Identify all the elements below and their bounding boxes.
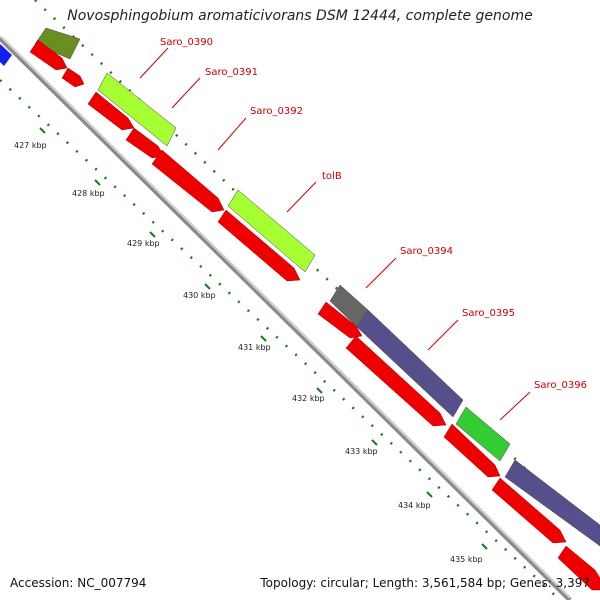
outer-features (34, 27, 600, 547)
kbp-label-435: 435 kbp (450, 555, 483, 564)
genome-backbone-highlight (0, 35, 571, 599)
gene-label-leaders (139, 47, 531, 421)
gene-feature-blue (0, 44, 12, 66)
kbp-labels: 427 kbp 428 kbp 429 kbp 430 kbp 431 kbp … (14, 141, 483, 564)
genome-backbone (0, 36, 572, 600)
gene-feature-purple-right (504, 459, 600, 547)
kbp-label-434: 434 kbp (398, 501, 431, 510)
gene-feature-green (455, 406, 511, 462)
gene-labels: Saro_0390 Saro_0391 Saro_0392 tolB Saro_… (160, 37, 587, 391)
gene-feature-olive (34, 27, 81, 60)
kbp-label-428: 428 kbp (72, 189, 105, 198)
cds-arrow (443, 423, 501, 478)
cds-arrow (217, 209, 301, 282)
cds-arrow (29, 39, 68, 71)
kbp-label-429: 429 kbp (127, 239, 160, 248)
gene-label-saro0396: Saro_0396 (534, 380, 587, 391)
tick-dots-inner (0, 79, 561, 600)
gene-label-saro0392: Saro_0392 (250, 106, 303, 117)
cds-arrows (29, 39, 600, 591)
kbp-label-427: 427 kbp (14, 141, 47, 150)
cds-arrow (557, 545, 600, 591)
kbp-ticks (39, 127, 488, 550)
kbp-label-433: 433 kbp (345, 447, 378, 456)
gene-label-saro0390: Saro_0390 (160, 37, 213, 48)
gene-label-saro0391: Saro_0391 (205, 67, 258, 78)
gene-feature-lime-tolb (227, 189, 316, 273)
cds-arrow (345, 335, 447, 427)
cds-arrow (151, 149, 225, 213)
cds-arrow (61, 67, 85, 88)
gene-feature-lime-saro0391 (97, 72, 177, 147)
gene-feature-purple-saro0395 (356, 309, 464, 418)
cds-arrow (491, 477, 567, 544)
cds-arrow (87, 91, 135, 131)
kbp-label-432: 432 kbp (292, 394, 325, 403)
kbp-label-430: 430 kbp (183, 291, 216, 300)
tick-dots-outer (34, 0, 600, 541)
genome-summary: Topology: circular; Length: 3,561,584 bp… (260, 576, 590, 590)
accession-label: Accession: NC_007794 (10, 576, 147, 590)
gene-label-saro0394: Saro_0394 (400, 246, 453, 257)
map-title: Novosphingobium aromaticivorans DSM 1244… (67, 8, 533, 24)
gene-label-saro0395: Saro_0395 (462, 308, 515, 319)
gene-label-tolb: tolB (322, 171, 342, 182)
kbp-label-431: 431 kbp (238, 343, 271, 352)
